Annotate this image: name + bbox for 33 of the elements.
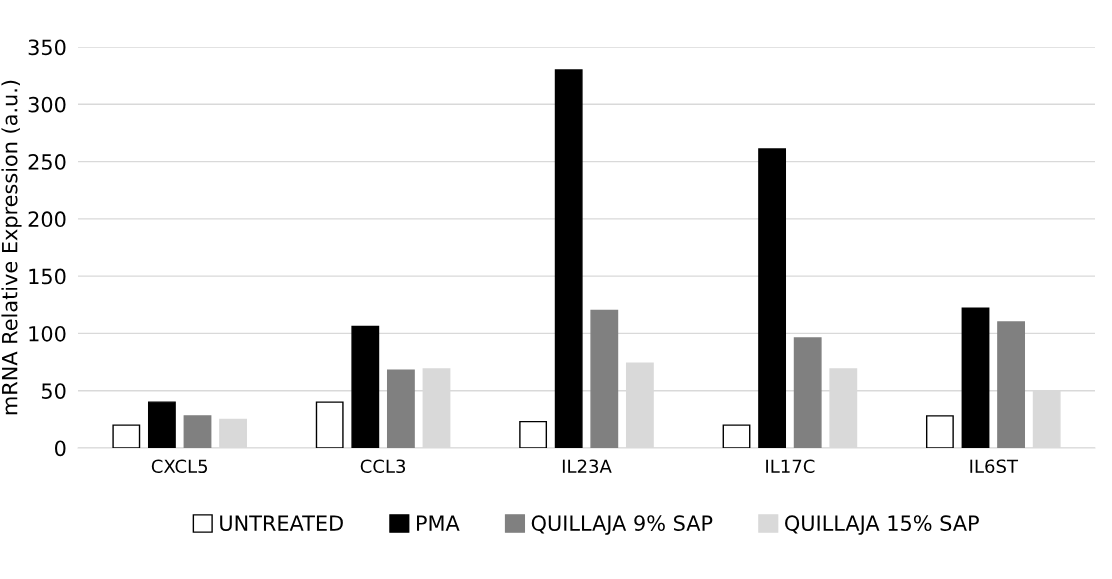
bar xyxy=(519,420,548,448)
y-tick-label: 300 xyxy=(28,96,66,113)
bar xyxy=(590,309,619,448)
legend-label: UNTREATED xyxy=(220,515,343,531)
bar xyxy=(315,401,344,448)
y-axis-title: mRNA Relative Expression (a.u.) xyxy=(1,80,22,415)
bar xyxy=(183,415,212,448)
bar xyxy=(758,148,787,448)
x-tick-label: IL17C xyxy=(766,459,815,474)
x-tick-label: IL6ST xyxy=(970,459,1019,474)
bar xyxy=(997,321,1026,448)
y-tick-label: 350 xyxy=(28,39,66,56)
bar xyxy=(147,401,176,448)
bar xyxy=(351,325,380,448)
bar xyxy=(961,307,990,448)
x-tick-label: CCL3 xyxy=(360,459,406,474)
legend-label: PMA xyxy=(417,515,460,531)
y-tick-label: 100 xyxy=(29,325,66,342)
bar xyxy=(112,424,141,448)
y-tick-label: 150 xyxy=(29,268,66,285)
y-tick-label: 250 xyxy=(28,154,66,170)
y-tick-label: 200 xyxy=(28,211,66,228)
bar xyxy=(386,369,415,448)
y-tick-label: 50 xyxy=(41,383,66,399)
y-tick-label: 0 xyxy=(55,440,66,457)
bar xyxy=(554,69,583,448)
x-tick-label: IL23A xyxy=(562,459,612,474)
bar xyxy=(793,337,822,448)
x-tick-label: CXCL5 xyxy=(151,459,208,474)
legend-label: QUILLAJA 15% SAP xyxy=(785,515,979,535)
bar xyxy=(925,415,954,448)
bar xyxy=(722,424,751,448)
legend-label: QUILLAJA 9% SAP xyxy=(531,515,713,535)
